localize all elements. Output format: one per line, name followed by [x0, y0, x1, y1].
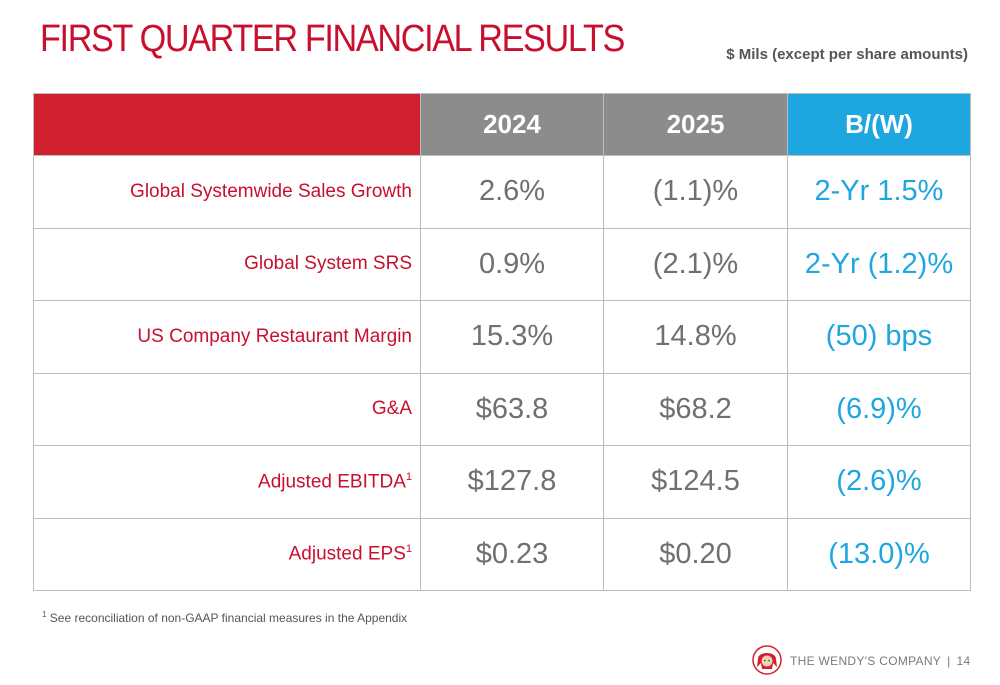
value-2024: 0.9%: [420, 227, 604, 301]
row-label: US Company Restaurant Margin: [33, 300, 421, 374]
value-2025: $124.5: [603, 445, 788, 519]
table-row: G&A $63.8 $68.2 (6.9)%: [33, 372, 971, 446]
value-2024: 2.6%: [420, 155, 604, 229]
table-row: Adjusted EPS1 $0.23 $0.20 (13.0)%: [33, 517, 971, 591]
value-2025: (1.1)%: [603, 155, 788, 229]
row-label: Global System SRS: [33, 227, 421, 301]
value-2024: $0.23: [420, 517, 604, 591]
value-2024: $127.8: [420, 445, 604, 519]
footnote: 1 See reconciliation of non-GAAP financi…: [42, 610, 407, 625]
units-note: $ Mils (except per share amounts): [726, 46, 968, 63]
company-name: THE WENDY'S COMPANY: [790, 654, 942, 668]
row-label: Global Systemwide Sales Growth: [33, 155, 421, 229]
header-2025: 2025: [603, 93, 788, 156]
value-better-worse: 2-Yr 1.5%: [787, 155, 971, 229]
row-label-text: Adjusted EPS: [288, 543, 406, 565]
table-row: Adjusted EBITDA1 $127.8 $124.5 (2.6)%: [33, 445, 971, 519]
wendys-logo-icon: [752, 645, 782, 675]
value-2024: $63.8: [420, 372, 604, 446]
value-better-worse: (6.9)%: [787, 372, 971, 446]
footer-company: THE WENDY'S COMPANY | 14: [790, 654, 971, 668]
table-header-row: 2024 2025 B/(W): [33, 93, 971, 156]
value-2024: 15.3%: [420, 300, 604, 374]
row-label: G&A: [33, 372, 421, 446]
header-2024: 2024: [420, 93, 604, 156]
value-better-worse: (2.6)%: [787, 445, 971, 519]
value-better-worse: 2-Yr (1.2)%: [787, 227, 971, 301]
row-label: Adjusted EBITDA1: [33, 445, 421, 519]
value-2025: $68.2: [603, 372, 788, 446]
value-2025: 14.8%: [603, 300, 788, 374]
table-row: US Company Restaurant Margin 15.3% 14.8% (5…: [33, 300, 971, 374]
footnote-text: See reconciliation of non-GAAP financial…: [49, 611, 408, 625]
footnote-ref: 1: [405, 543, 412, 556]
footnote-ref: 1: [405, 470, 412, 483]
table-row: Global System SRS 0.9% (2.1)% 2-Yr (1.2)%: [33, 227, 971, 301]
row-label-text: Global Systemwide Sales Growth: [130, 180, 412, 202]
page-title: FIRST QUARTER FINANCIAL RESULTS: [40, 18, 625, 60]
results-table: 2024 2025 B/(W) Global Systemwide Sales …: [33, 93, 971, 591]
footnote-marker: 1: [42, 610, 47, 619]
header-label-cell: [33, 93, 421, 156]
value-better-worse: (50) bps: [787, 300, 971, 374]
value-better-worse: (13.0)%: [787, 517, 971, 591]
row-label-text: US Company Restaurant Margin: [137, 325, 412, 347]
row-label-text: G&A: [371, 398, 412, 420]
value-2025: (2.1)%: [603, 227, 788, 301]
header-better-worse: B/(W): [787, 93, 971, 156]
row-label-text: Global System SRS: [244, 253, 412, 275]
row-label-text: Adjusted EBITDA: [258, 470, 406, 492]
table-row: Global Systemwide Sales Growth 2.6% (1.1)%…: [33, 155, 971, 229]
page-number: 14: [956, 654, 971, 668]
row-label: Adjusted EPS1: [33, 517, 421, 591]
value-2025: $0.20: [603, 517, 788, 591]
footer-separator: |: [947, 654, 951, 668]
